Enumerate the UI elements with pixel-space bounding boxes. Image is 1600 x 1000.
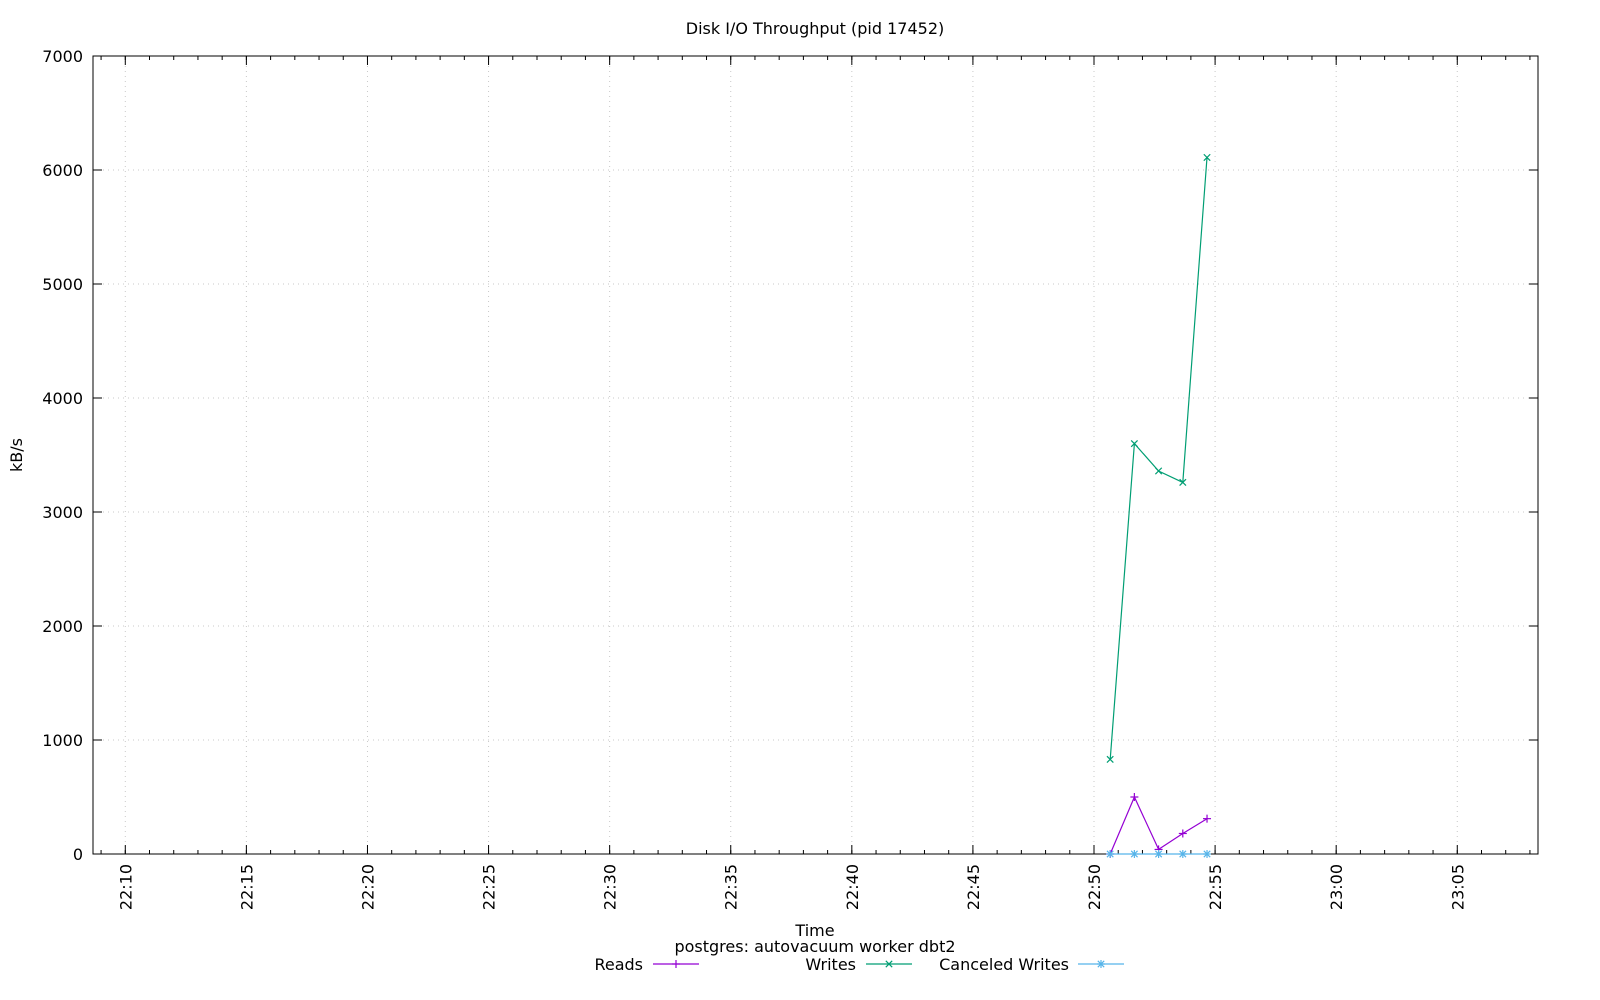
x-tick-label: 23:05 (1448, 864, 1467, 910)
data-point-0-3 (1178, 829, 1187, 838)
data-point-2-0 (1106, 850, 1115, 858)
legend-marker (885, 960, 893, 968)
x-tick-label: 22:40 (843, 864, 862, 910)
grid-lines (93, 56, 1538, 854)
y-tick-label: 5000 (42, 275, 83, 294)
x-tick-label: 23:00 (1327, 864, 1346, 910)
data-point-1-1 (1130, 439, 1138, 448)
data-point-2-4 (1203, 850, 1212, 858)
x-tick-label: 22:20 (358, 864, 377, 910)
data-point-2-2 (1154, 850, 1163, 858)
y-tick-label: 2000 (42, 617, 83, 636)
legend: Reads Writes Canceled Writes (594, 955, 1124, 974)
legend-label: Canceled Writes (939, 955, 1069, 974)
data-point-1-2 (1154, 467, 1163, 475)
legend-marker (1097, 960, 1105, 968)
y-tick-label: 6000 (42, 161, 83, 180)
y-tick-label: 3000 (42, 503, 83, 522)
data-point-2-3 (1178, 850, 1187, 858)
axis-ticks: 0 1000 2000 3000 4000 5000 6000 7000 22:10 22:15 2… (42, 47, 1538, 910)
x-tick-label: 22:45 (964, 864, 983, 910)
data-point-1-3 (1179, 478, 1187, 486)
data-point-0-4 (1203, 814, 1212, 823)
x-tick-label: 22:55 (1206, 864, 1225, 910)
x-tick-label: 22:25 (480, 864, 499, 910)
chart-title: Disk I/O Throughput (pid 17452) (686, 19, 945, 38)
y-tick-label: 4000 (42, 389, 83, 408)
legend-item-1: Writes (805, 955, 912, 974)
legend-item-0: Reads (594, 955, 699, 974)
data-point-1-0 (1106, 755, 1114, 764)
legend-marker (672, 960, 680, 968)
x-tick-label: 22:50 (1085, 864, 1104, 910)
chart-subtitle: postgres: autovacuum worker dbt2 (674, 937, 955, 956)
legend-label: Reads (594, 955, 643, 974)
y-tick-label: 1000 (42, 731, 83, 750)
series-layer (1106, 153, 1212, 858)
y-axis-label: kB/s (7, 438, 26, 472)
x-axis-label: Time (794, 921, 834, 940)
x-tick-label: 22:10 (116, 864, 135, 910)
x-tick-label: 22:30 (601, 864, 620, 910)
y-tick-label: 7000 (42, 47, 83, 66)
series-line-1 (1109, 157, 1208, 760)
data-point-0-1 (1130, 793, 1139, 801)
data-point-2-1 (1130, 850, 1139, 858)
y-tick-label: 0 (73, 845, 83, 864)
data-point-1-4 (1203, 153, 1211, 162)
x-tick-label: 22:15 (237, 864, 256, 910)
plot-frame (92, 55, 1539, 855)
legend-label: Writes (805, 955, 856, 974)
legend-item-2: Canceled Writes (939, 955, 1124, 974)
x-tick-label: 22:35 (722, 864, 741, 910)
